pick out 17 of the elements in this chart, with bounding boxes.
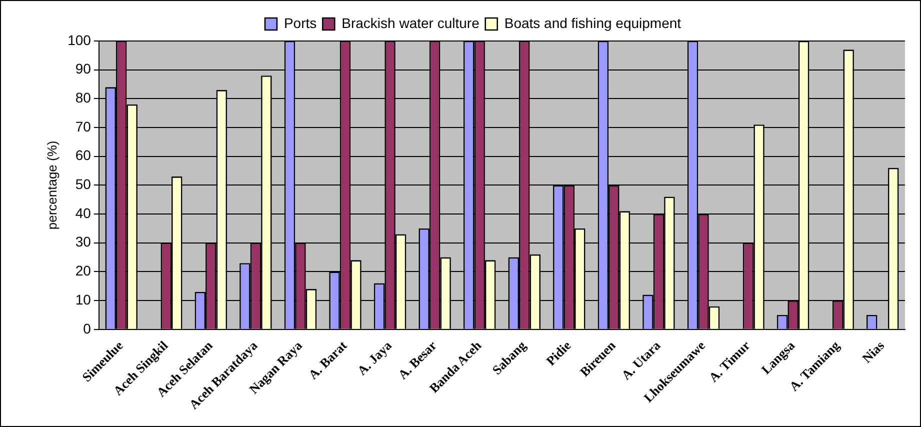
legend-label: Boats and fishing equipment [504,14,682,31]
y-tick-label: 70 [75,118,92,134]
legend-label: Ports [284,14,317,31]
y-tick-label: 100 [68,32,92,48]
y-tick-label: 60 [75,147,92,164]
y-tick-label: 80 [75,90,92,106]
y-axis-title: percentage (%) [44,140,60,230]
y-tick-label: 50 [75,176,92,192]
y-tick-label: 10 [75,291,92,308]
y-tick-label: 90 [75,60,92,77]
x-tick-label: Nias [859,338,888,366]
x-tick-label: A. Jaya [354,337,395,378]
y-tick-label: 20 [75,262,92,279]
y-tick-label: 40 [75,204,92,221]
y-tick-label: 0 [83,320,92,336]
y-tick-label: 30 [75,234,92,250]
legend-label: Brackish water culture [342,14,480,31]
